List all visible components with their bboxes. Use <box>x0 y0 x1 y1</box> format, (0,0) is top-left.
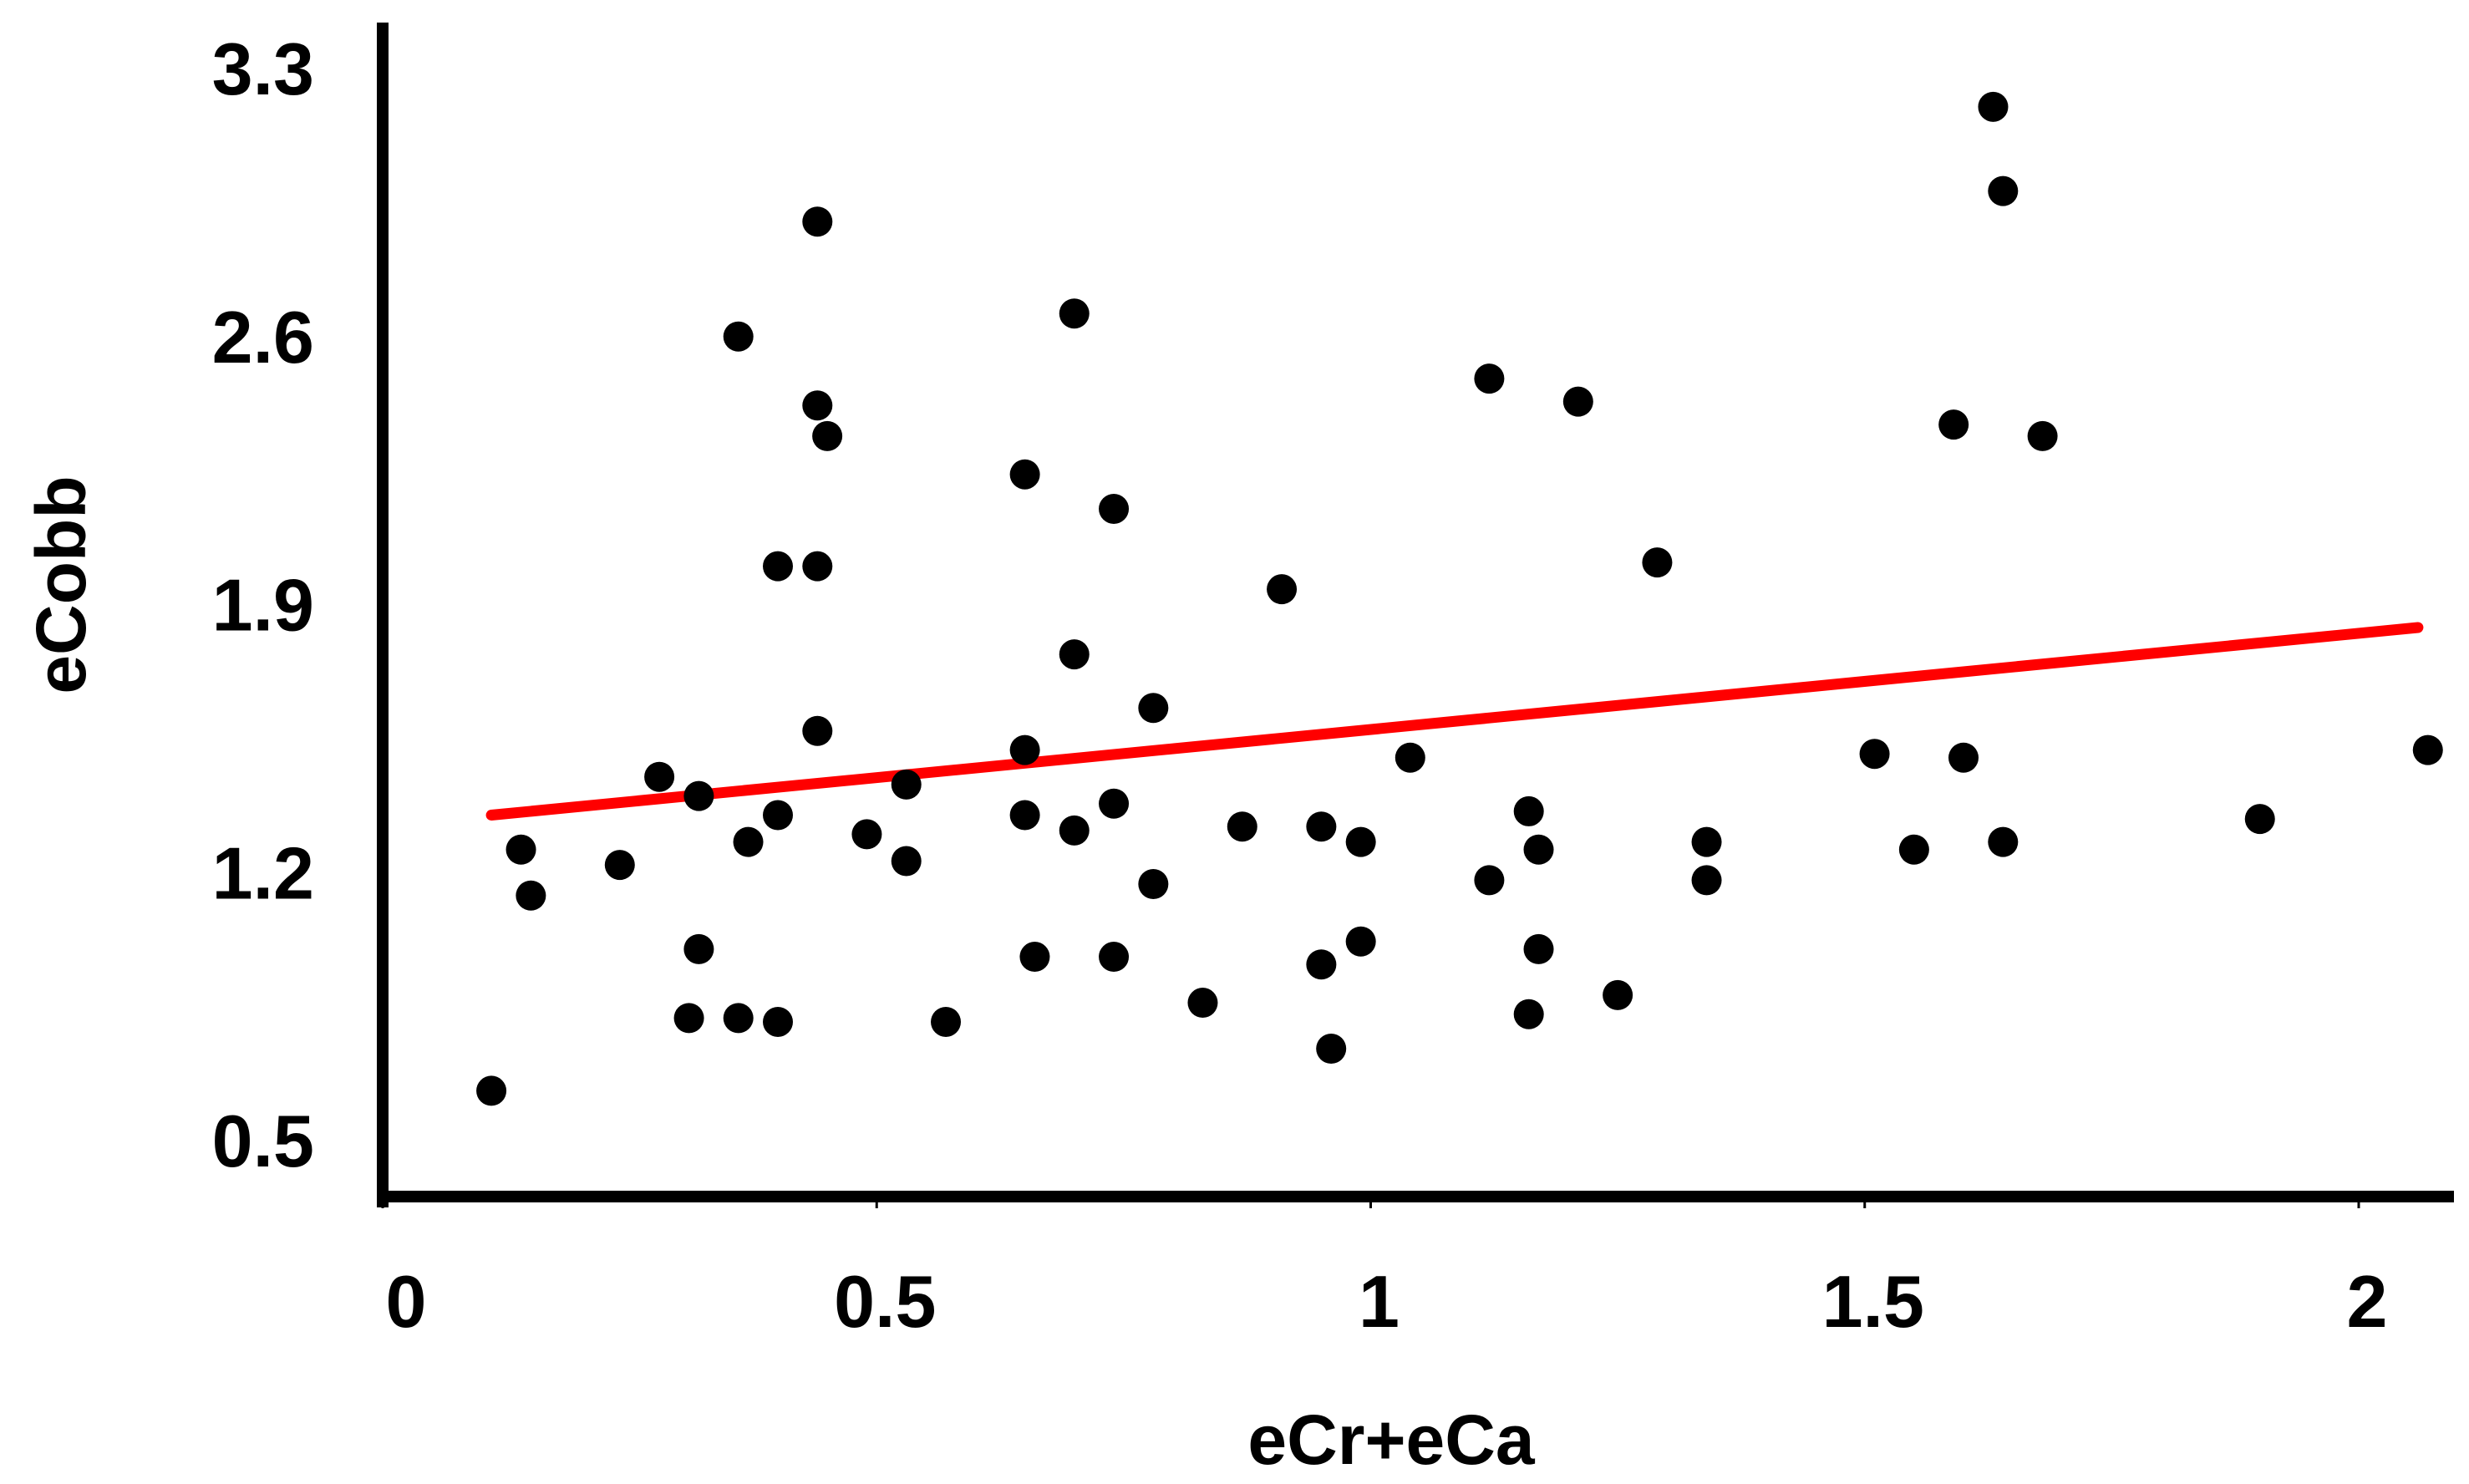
data-point <box>1306 949 1337 980</box>
data-point <box>1099 942 1130 973</box>
data-point <box>516 880 546 911</box>
data-point <box>1562 386 1593 417</box>
data-point <box>2027 420 2058 451</box>
data-point <box>1316 1034 1347 1065</box>
data-point <box>812 420 843 451</box>
data-points <box>476 91 2443 1106</box>
data-point <box>2412 734 2443 765</box>
data-point <box>1988 826 2019 857</box>
data-point <box>505 834 536 865</box>
data-point <box>1267 574 1298 605</box>
data-point <box>763 800 793 831</box>
data-point <box>683 780 714 811</box>
data-point <box>1513 999 1544 1029</box>
x-axis-label: eCr+eCa <box>1247 1400 1536 1479</box>
data-point <box>1059 298 1090 329</box>
y-tick-label: 1.2 <box>212 831 314 914</box>
data-point <box>1138 868 1169 899</box>
data-point <box>891 769 922 800</box>
data-point <box>1059 815 1090 846</box>
data-point <box>1474 363 1505 394</box>
data-point <box>733 826 764 857</box>
data-point <box>1306 811 1337 842</box>
data-point <box>1523 933 1554 964</box>
data-point <box>1988 175 2019 206</box>
data-point <box>802 206 833 237</box>
data-point <box>1009 800 1040 831</box>
data-point <box>1859 739 1890 770</box>
axes <box>377 23 2454 1207</box>
data-point <box>1474 865 1505 896</box>
trendline <box>485 622 2424 821</box>
data-point <box>1345 926 1376 957</box>
data-point <box>763 1006 793 1037</box>
data-point <box>604 850 635 881</box>
data-point <box>1513 795 1544 826</box>
data-point <box>1691 865 1722 896</box>
data-point <box>1395 742 1425 773</box>
x-tick-label: 0 <box>386 1260 427 1343</box>
data-point <box>1019 942 1050 973</box>
y-tick-label: 2.6 <box>212 296 314 379</box>
y-tick-label: 3.3 <box>212 28 314 110</box>
x-tick-label: 0.5 <box>834 1260 936 1343</box>
data-point <box>1898 834 1929 865</box>
data-point <box>1642 547 1673 578</box>
x-tick-label: 1.5 <box>1822 1260 1924 1343</box>
data-point <box>851 819 882 850</box>
data-point <box>1523 834 1554 865</box>
x-tick-label: 2 <box>2347 1260 2388 1343</box>
x-tick-label: 1 <box>1359 1260 1400 1343</box>
data-point <box>802 390 833 421</box>
data-point <box>1978 91 2009 122</box>
data-point <box>2244 804 2275 835</box>
data-point <box>1187 988 1218 1019</box>
y-axis-label: eCobb <box>22 475 100 694</box>
data-point <box>673 1003 704 1034</box>
data-point <box>802 551 833 582</box>
data-point <box>891 846 922 877</box>
data-point <box>683 933 714 964</box>
data-point <box>1227 811 1257 842</box>
data-point <box>644 761 675 792</box>
data-point <box>723 321 754 352</box>
trendline-group <box>485 622 2424 821</box>
y-tick-label: 0.5 <box>212 1100 314 1182</box>
data-point <box>1059 639 1090 670</box>
data-point <box>1099 493 1130 524</box>
data-point <box>1009 459 1040 490</box>
data-point <box>1603 979 1633 1010</box>
data-point <box>931 1006 962 1037</box>
data-point <box>1938 409 1969 440</box>
data-point <box>802 715 833 746</box>
data-point <box>1009 734 1040 765</box>
y-tick-label: 1.9 <box>212 564 314 647</box>
data-point <box>1345 826 1376 857</box>
data-point <box>1948 742 1979 773</box>
data-point <box>1691 826 1722 857</box>
data-point <box>1138 693 1169 724</box>
data-point <box>1099 788 1130 819</box>
data-point <box>476 1075 507 1106</box>
tick-labels: 0 0.5 1 1.5 2 0.5 1.2 1.9 2.6 3.3 <box>212 28 2388 1343</box>
data-point <box>763 551 793 582</box>
data-point <box>723 1003 754 1034</box>
